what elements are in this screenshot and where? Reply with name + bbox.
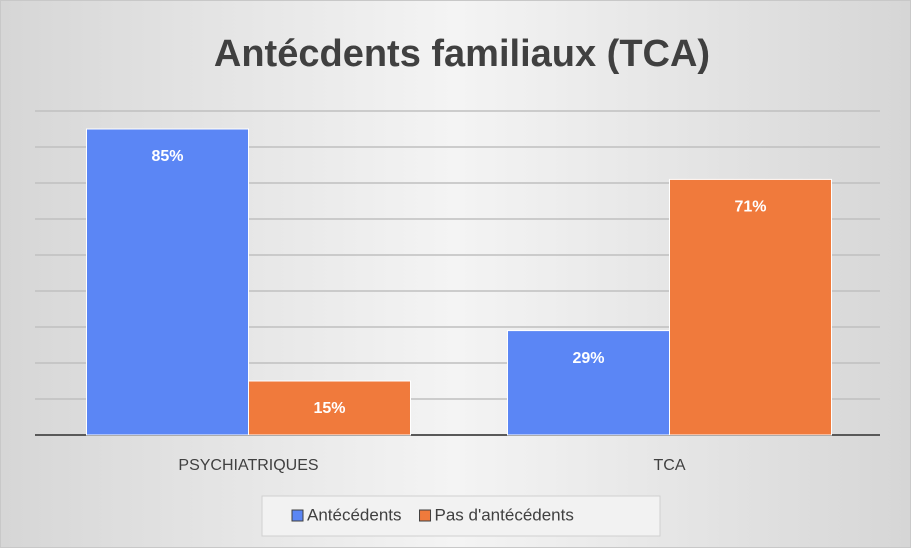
data-label: 29% <box>572 350 604 367</box>
legend-swatch <box>419 509 432 522</box>
legend-label: Antécédents <box>307 505 402 524</box>
bar <box>669 178 832 436</box>
x-tick-label: TCA <box>654 457 686 474</box>
legend-box <box>261 495 661 537</box>
legend-label: Pas d'antécédents <box>435 505 574 524</box>
bar <box>86 128 249 436</box>
data-label: 15% <box>313 400 345 417</box>
bar <box>248 380 411 436</box>
chart-title: Antécdents familiaux (TCA) <box>214 33 710 75</box>
data-label: 85% <box>151 148 183 165</box>
x-tick-label: PSYCHIATRIQUES <box>178 457 318 474</box>
legend-swatch <box>291 509 304 522</box>
data-label: 71% <box>734 199 766 216</box>
bar <box>507 330 670 436</box>
